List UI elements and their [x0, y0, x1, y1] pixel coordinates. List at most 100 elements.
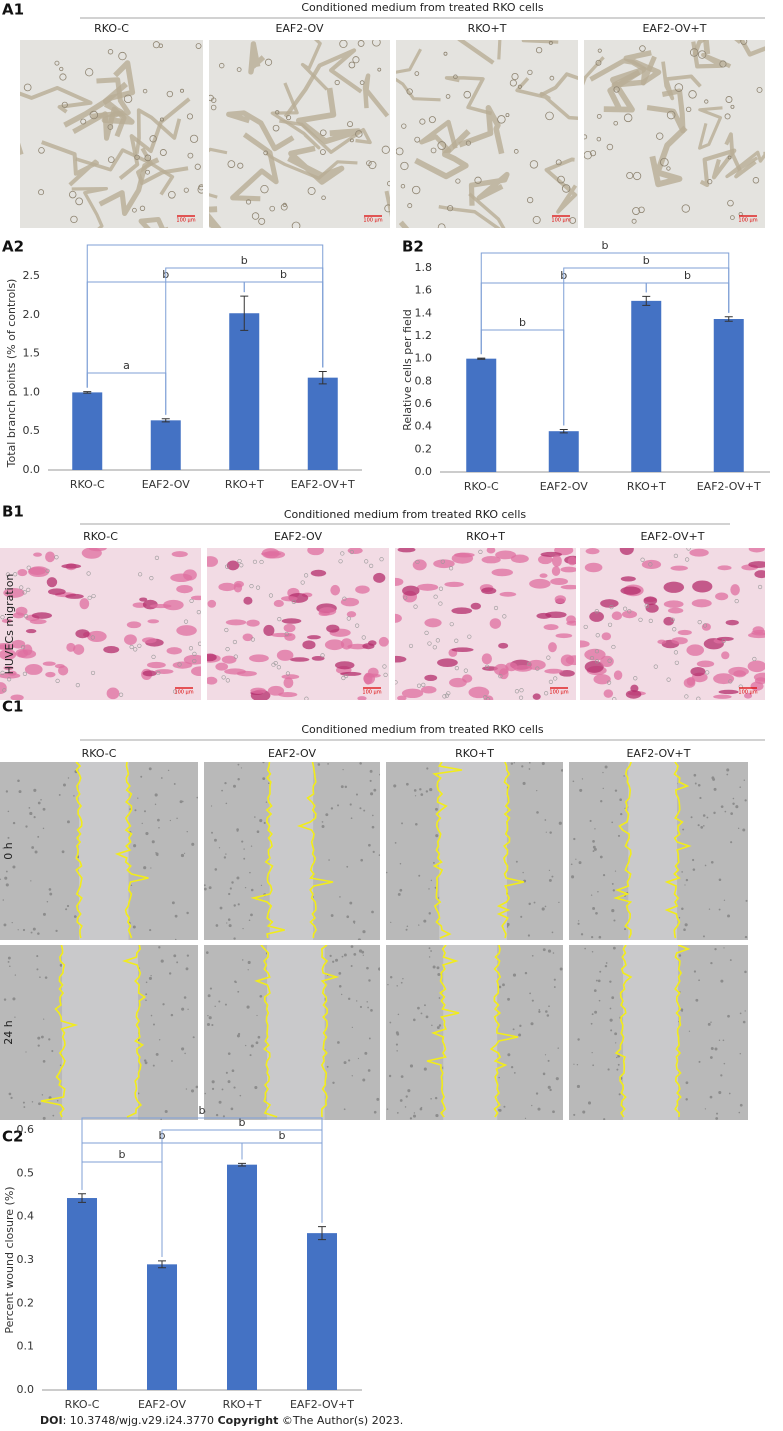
texture: [402, 977, 404, 980]
texture: [145, 993, 148, 996]
texture: [560, 769, 563, 772]
cell: [704, 99, 709, 104]
pore: [548, 679, 553, 684]
texture: [218, 1100, 222, 1104]
cell: [549, 75, 555, 81]
cell: [752, 177, 760, 184]
pore: [627, 609, 632, 614]
image-bg: [584, 40, 765, 228]
texture: [233, 784, 236, 788]
texture: [512, 1028, 515, 1031]
pore: [0, 670, 5, 675]
texture: [559, 967, 563, 971]
texture: [247, 969, 249, 971]
texture: [5, 790, 9, 793]
stained-cell: [0, 642, 15, 650]
texture: [195, 1085, 198, 1089]
texture: [173, 783, 176, 785]
texture: [184, 1052, 186, 1055]
error-bar: [238, 1162, 246, 1167]
stained-cell: [417, 583, 439, 591]
stained-cell: [532, 693, 541, 700]
cell-network: [646, 88, 686, 134]
texture: [229, 887, 232, 890]
texture: [250, 845, 253, 847]
texture: [244, 1044, 247, 1047]
texture: [547, 1059, 550, 1062]
stained-cell: [451, 607, 473, 615]
texture: [329, 954, 332, 958]
texture: [722, 1039, 725, 1042]
texture: [366, 1001, 368, 1003]
texture: [723, 947, 725, 949]
y-tick-label: 1.4: [415, 306, 433, 319]
error-bar: [642, 295, 651, 306]
texture: [684, 923, 688, 927]
cell: [386, 180, 390, 187]
texture: [330, 914, 334, 917]
significance-bracket: [86, 244, 324, 388]
texture: [715, 1117, 719, 1120]
stained-cell: [625, 690, 642, 699]
pore: [369, 563, 374, 568]
texture: [699, 796, 702, 800]
texture: [366, 966, 369, 970]
texture: [206, 1022, 211, 1027]
stained-cell: [554, 595, 567, 604]
texture: [368, 843, 371, 847]
texture: [39, 976, 41, 978]
stained-cell: [585, 548, 600, 555]
texture: [545, 1010, 548, 1013]
footer: DOI: 10.3748/wjg.v29.i24.3770 Copyright …: [40, 1414, 403, 1427]
texture: [405, 1095, 408, 1098]
texture: [548, 878, 552, 882]
texture: [256, 1014, 258, 1017]
texture: [7, 960, 10, 963]
texture: [371, 910, 374, 914]
texture: [219, 906, 223, 910]
texture: [423, 919, 427, 923]
pore: [413, 604, 418, 609]
micrograph: 100 μm: [580, 548, 765, 700]
stained-cell: [340, 638, 353, 650]
pore: [355, 623, 360, 628]
texture: [594, 828, 596, 830]
texture: [723, 1062, 726, 1065]
cell: [210, 104, 217, 111]
cell: [548, 40, 553, 45]
image-content: [209, 40, 390, 228]
texture: [51, 1050, 54, 1053]
cell-network: [138, 216, 169, 228]
texture: [143, 866, 147, 870]
stained-cell: [281, 674, 300, 680]
micrograph: 100 μm: [207, 548, 389, 700]
texture: [388, 1074, 392, 1078]
stained-cell: [397, 548, 416, 553]
cell: [194, 163, 201, 170]
wound-gap: [439, 762, 507, 940]
stained-cell: [689, 548, 709, 557]
cell: [555, 159, 562, 166]
stained-cell: [263, 550, 286, 559]
texture: [507, 997, 510, 1001]
stained-cell: [263, 624, 275, 637]
pore: [232, 639, 238, 645]
stained-cell: [283, 677, 294, 689]
pore: [478, 549, 483, 554]
y-tick-label: 0.6: [415, 397, 433, 410]
stained-cell: [0, 649, 17, 660]
texture: [160, 959, 164, 963]
stained-cell: [395, 613, 402, 623]
texture: [515, 860, 518, 863]
pore: [2, 688, 7, 693]
cell: [633, 171, 642, 181]
texture: [145, 831, 149, 836]
stained-cell: [748, 561, 765, 568]
panel-label: A1: [2, 1, 24, 19]
cell-network: [691, 41, 732, 69]
scale-bar-label: 100 μm: [551, 218, 570, 224]
texture: [609, 980, 612, 983]
stained-cell: [536, 612, 552, 619]
stained-cell: [250, 687, 266, 694]
x-tick-label: RKO-C: [65, 1398, 100, 1411]
